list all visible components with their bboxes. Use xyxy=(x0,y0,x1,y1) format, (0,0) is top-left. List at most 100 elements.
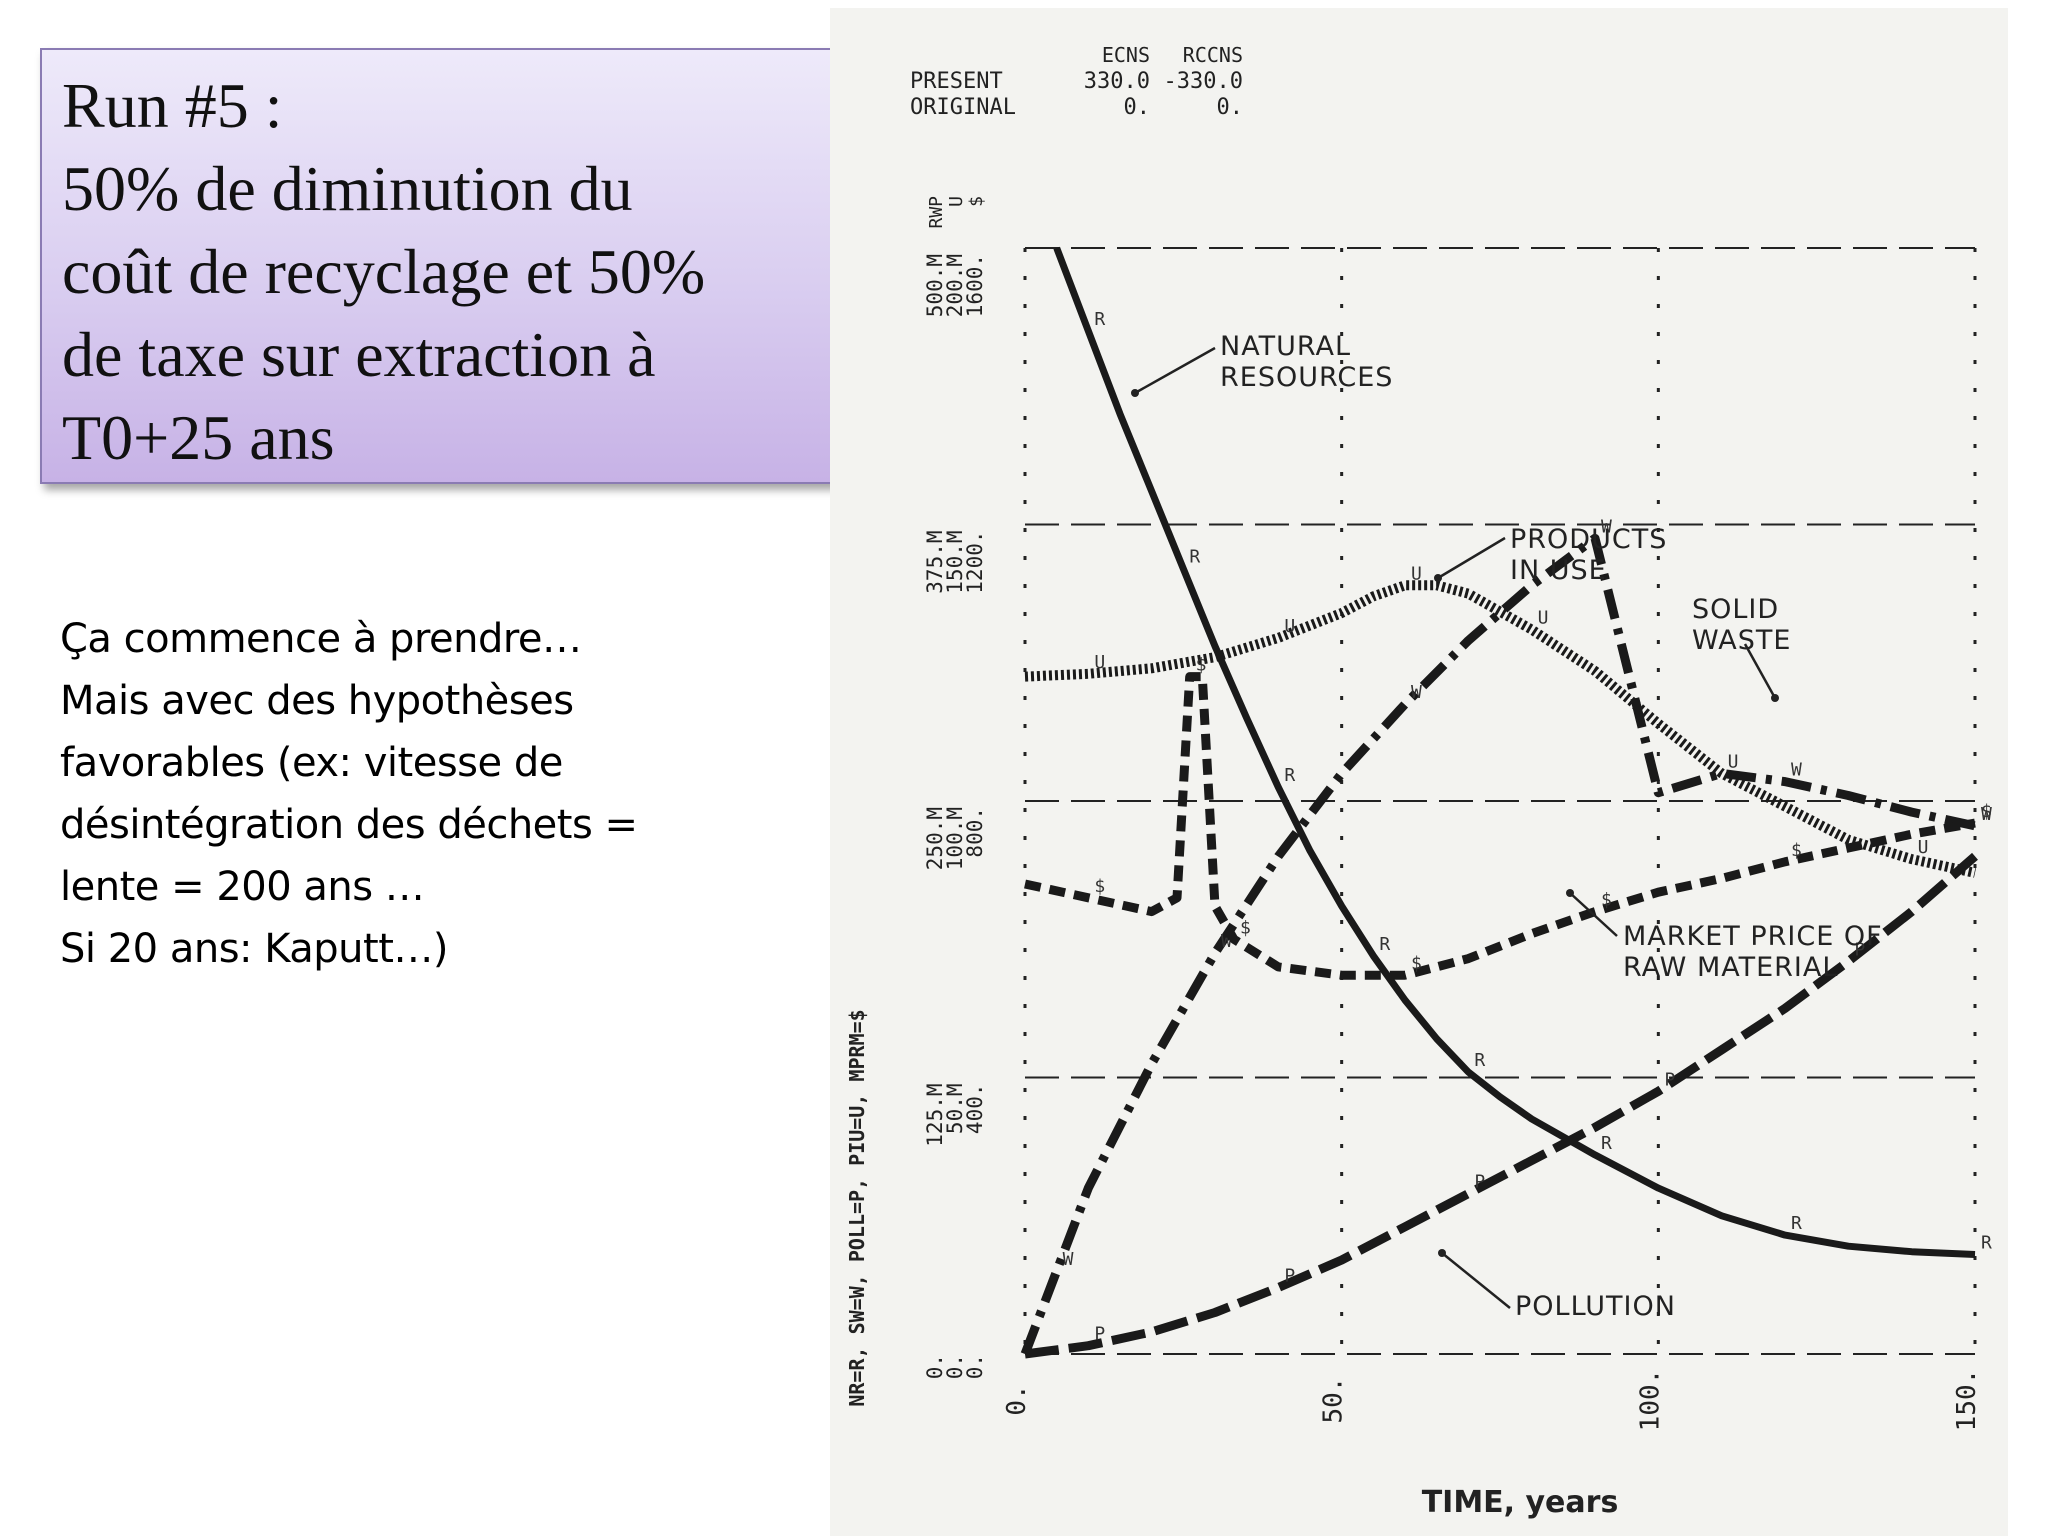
x-tick-label: 100. xyxy=(1635,1369,1665,1432)
annotation-label: IN USE xyxy=(1510,555,1607,586)
series-point-symbol: P xyxy=(1854,939,1865,960)
annotation-arrowhead xyxy=(1434,574,1442,582)
x-tick-label: 0. xyxy=(1002,1384,1032,1415)
series-point-symbol: $ xyxy=(1411,953,1422,974)
title-line: 50% de diminution du xyxy=(62,153,633,224)
y-tick-label: 250.M xyxy=(923,807,947,870)
title-line: coût de recyclage et 50% xyxy=(62,236,706,307)
y-tick-label: 800. xyxy=(963,807,987,858)
series-point-symbol: U xyxy=(1284,616,1295,637)
y-unit-label: RWP xyxy=(926,196,947,229)
y-tick-label: 200.M xyxy=(943,254,967,317)
series-point-symbol: P xyxy=(1474,1172,1485,1193)
series-point-symbol: U xyxy=(1094,652,1105,673)
x-axis-label: TIME, years xyxy=(1422,1485,1619,1520)
annotation-label: RAW MATERIAL xyxy=(1623,952,1838,983)
body-line: désintégration des déchets = xyxy=(60,802,638,848)
y-unit-label: U xyxy=(946,196,967,207)
param-value: 0. xyxy=(1124,95,1151,120)
body-line: favorables (ex: vitesse de xyxy=(60,740,563,786)
annotation-leader xyxy=(1569,892,1618,937)
body-line: Ça commence à prendre… xyxy=(60,616,582,662)
y-tick-label: 1200. xyxy=(963,531,987,594)
annotation-label: WASTE xyxy=(1692,625,1791,656)
annotation-leader xyxy=(1437,536,1506,580)
param-column-header: ECNS xyxy=(1102,43,1150,67)
annotation-arrowhead xyxy=(1771,694,1779,702)
series-point-symbol: R xyxy=(1284,765,1295,786)
series-point-symbol: W xyxy=(1063,1249,1074,1270)
x-tick-label: 50. xyxy=(1319,1377,1349,1424)
series-point-symbol: W xyxy=(1601,516,1612,537)
series-line xyxy=(1024,672,1976,980)
series-point-symbol: $ xyxy=(1791,840,1802,861)
series-point-symbol: $ xyxy=(1601,890,1612,911)
series-point-symbol: P xyxy=(1094,1324,1105,1345)
annotation-arrowhead xyxy=(1438,1249,1446,1257)
series-point-symbol: R xyxy=(1981,1232,1992,1253)
series-point-symbol: R xyxy=(1601,1133,1612,1154)
series-line xyxy=(1053,246,1976,1258)
annotation-leader xyxy=(1743,643,1777,699)
y-tick-label: 150.M xyxy=(943,531,967,594)
series-line xyxy=(1024,852,1978,1359)
y-tick-label: 1600. xyxy=(963,254,987,317)
series-point-symbol: R xyxy=(1474,1050,1485,1071)
y-tick-label: 0. xyxy=(923,1354,947,1379)
param-row-label: ORIGINAL xyxy=(910,95,1016,120)
title-line: de taxe sur extraction à xyxy=(62,319,656,390)
y-tick-label: 375.M xyxy=(923,531,947,594)
body-line: Mais avec des hypothèses xyxy=(60,678,574,724)
title-line: T0+25 ans xyxy=(62,402,335,473)
series-point-symbol: R xyxy=(1094,309,1105,330)
annotation-label: RESOURCES xyxy=(1220,362,1393,393)
series-point-symbol: $ xyxy=(1094,876,1105,897)
series-point-symbol: W xyxy=(1791,760,1802,781)
series-point-symbol: U xyxy=(1918,837,1929,858)
body-line: lente = 200 ans … xyxy=(60,864,425,910)
y-tick-label: 0. xyxy=(963,1354,987,1379)
series-point-symbol: W xyxy=(1221,931,1232,952)
annotation-label: POLLUTION xyxy=(1515,1291,1676,1322)
y-tick-label: 100.M xyxy=(943,807,967,870)
param-row-label: PRESENT xyxy=(910,69,1003,94)
series-line xyxy=(1024,580,1977,878)
body-text: Ça commence à prendre… Mais avec des hyp… xyxy=(60,608,700,980)
series-point-symbol: $ xyxy=(1240,917,1251,938)
series-point-symbol: W xyxy=(1411,682,1422,703)
annotation-label: SOLID xyxy=(1692,594,1779,625)
title-line: Run #5 : xyxy=(62,70,283,141)
series-point-symbol: W xyxy=(1981,804,1992,825)
y-tick-label: 125.M xyxy=(923,1084,947,1147)
x-tick-label: 150. xyxy=(1952,1369,1982,1432)
y-axis-label: NR=R, SW=W, POLL=P, PIU=U, MPRM=$ xyxy=(845,1009,869,1406)
series-point-symbol: P xyxy=(1664,1069,1675,1090)
series-point-symbol: R xyxy=(1791,1213,1802,1234)
param-value: 0. xyxy=(1217,95,1244,120)
param-value: -330.0 xyxy=(1164,69,1243,94)
title-box: Run #5 : 50% de diminution du coût de re… xyxy=(40,48,880,484)
annotation-label: MARKET PRICE OF xyxy=(1623,921,1883,952)
y-tick-label: 400. xyxy=(963,1084,987,1135)
annotation-label: NATURAL xyxy=(1220,331,1351,362)
series-point-symbol: R xyxy=(1379,934,1390,955)
series-point-symbol: U xyxy=(1538,608,1549,629)
annotation-leader xyxy=(1441,1252,1511,1309)
chart-scan: R R R R R R R R U U U U U U W W W W W W $ $ $ $ $ $ $ P P P P P 0. 50. 10… xyxy=(830,8,2008,1536)
series-point-symbol: R xyxy=(1189,547,1200,568)
series-point-symbol: P xyxy=(1284,1266,1295,1287)
series-point-symbol: $ xyxy=(1981,801,1992,822)
y-tick-label: 500.M xyxy=(923,254,947,317)
param-column-header: RCCNS xyxy=(1183,43,1243,67)
annotation-arrowhead xyxy=(1131,389,1139,397)
y-unit-label: $ xyxy=(966,196,987,207)
series-point-symbol: U xyxy=(1411,563,1422,584)
series-point-symbol: $ xyxy=(1196,655,1207,676)
series-line xyxy=(1020,533,1976,1356)
series-point-symbol: U xyxy=(1728,751,1739,772)
annotation-arrowhead xyxy=(1566,889,1574,897)
param-value: 330.0 xyxy=(1084,69,1150,94)
y-tick-label: 50.M xyxy=(943,1084,967,1135)
annotation-leader xyxy=(1134,346,1216,395)
